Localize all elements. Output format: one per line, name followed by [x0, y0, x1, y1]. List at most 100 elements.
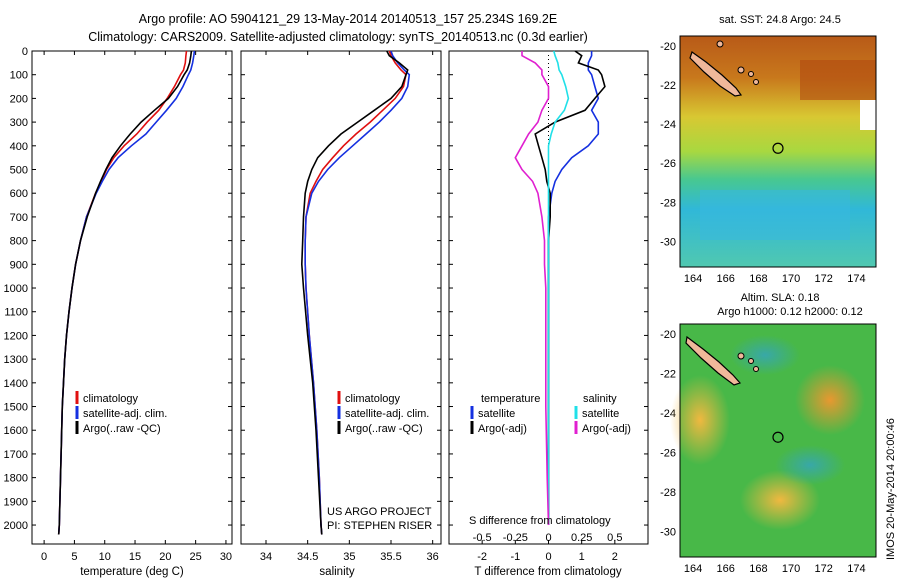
sst-map — [679, 35, 877, 268]
map-y-tick-label: -20 — [660, 41, 676, 53]
depth-tick-label: 600 — [10, 188, 28, 200]
depth-tick-label: 1900 — [4, 496, 28, 508]
x-tick-label: 35.5 — [380, 551, 401, 563]
map-x-tick-label: 172 — [815, 563, 833, 575]
sla-high-anomaly — [795, 365, 865, 435]
depth-tick-label: 900 — [10, 259, 28, 271]
profile-line-satellite — [304, 50, 411, 535]
map-x-tick-label: 166 — [717, 273, 735, 285]
profile-line-satellite — [57, 50, 196, 535]
timestamp-label: IMOS 20-May-2014 20:00:46 — [885, 418, 897, 560]
legend-label-t-satellite: satellite — [478, 408, 515, 420]
loyalty-island — [753, 366, 759, 372]
s-diff-tick-label: 0.25 — [571, 532, 592, 544]
t-diff-tick-label: -1 — [510, 551, 520, 563]
legend-heading-temperature: temperature — [481, 393, 540, 405]
sla-high-anomaly — [670, 375, 730, 465]
project-label: US ARGO PROJECT — [327, 506, 432, 518]
legend-heading-salinity: salinity — [583, 393, 617, 405]
map-x-tick-label: 164 — [684, 273, 702, 285]
sla-high-anomaly — [740, 470, 820, 530]
map-y-tick-label: -24 — [660, 119, 676, 131]
x-tick-label: 35 — [343, 551, 355, 563]
map-x-tick-label: 168 — [749, 563, 767, 575]
profile-line-argo — [300, 50, 409, 535]
x-tick-label: 15 — [129, 551, 141, 563]
legend-label-argo: Argo(..raw -QC) — [345, 423, 423, 435]
argo-location-marker — [772, 142, 784, 154]
x-tick-label: 34.5 — [297, 551, 318, 563]
depth-tick-label: 1300 — [4, 354, 28, 366]
depth-tick-label: 1500 — [4, 402, 28, 414]
s-diff-satellite-line — [547, 50, 570, 525]
sst-map-warm-patch — [800, 60, 876, 100]
depth-tick-label: 200 — [10, 93, 28, 105]
x-tick-label: 20 — [159, 551, 171, 563]
legend-label-climatology: climatology — [345, 393, 401, 405]
map-y-tick-label: -30 — [660, 526, 676, 538]
map-x-tick-label: 174 — [847, 563, 865, 575]
s-diff-argo-line — [514, 51, 550, 526]
sst-map-cloud-gap — [860, 100, 876, 130]
depth-tick-label: 1600 — [4, 425, 28, 437]
t-diff-tick-label: -2 — [477, 551, 487, 563]
map-x-tick-label: 168 — [749, 273, 767, 285]
map-x-tick-label: 174 — [847, 273, 865, 285]
legend-label-satellite: satellite-adj. clim. — [345, 408, 429, 420]
s-diff-tick-label: 0.5 — [607, 532, 622, 544]
new-caledonia-island — [689, 51, 743, 97]
map-y-tick-label: -26 — [660, 158, 676, 170]
sst-map-cool-patch — [700, 190, 850, 240]
temperature-axis-label: temperature (deg C) — [80, 566, 184, 578]
depth-tick-label: 1800 — [4, 473, 28, 485]
legend-label-s-argo: Argo(-adj) — [582, 423, 631, 435]
depth-tick-label: 1200 — [4, 330, 28, 342]
s-diff-tick-label: -0.25 — [503, 532, 528, 544]
x-tick-label: 36 — [427, 551, 439, 563]
map-x-tick-label: 172 — [815, 273, 833, 285]
difference-legend: temperature salinity satellite Argo(-adj… — [470, 393, 631, 435]
x-tick-label: 34 — [260, 551, 272, 563]
s-diff-tick-label: -0.5 — [473, 532, 492, 544]
sla-map-subtitle: Argo h1000: 0.12 h2000: 0.12 — [717, 306, 863, 318]
loyalty-island — [753, 79, 759, 85]
legend-label-climatology: climatology — [83, 393, 139, 405]
x-tick-label: 5 — [71, 551, 77, 563]
sla-low-anomaly — [775, 445, 845, 485]
depth-tick-label: 2000 — [4, 520, 28, 532]
t-diff-axis-label: T difference from climatology — [474, 566, 621, 578]
map-x-tick-label: 170 — [782, 563, 800, 575]
sla-map-title: Altim. SLA: 0.18 — [741, 292, 820, 304]
map-x-tick-label: 166 — [717, 563, 735, 575]
argo-location-marker — [772, 431, 784, 443]
temperature-legend: climatology satellite-adj. clim. Argo(..… — [75, 391, 167, 435]
pi-label: PI: STEPHEN RISER — [327, 520, 432, 532]
depth-tick-label: 1100 — [4, 307, 28, 319]
depth-tick-label: 700 — [10, 212, 28, 224]
loyalty-island — [748, 358, 754, 364]
map-y-tick-label: -28 — [660, 197, 676, 209]
map-y-tick-label: -22 — [660, 80, 676, 92]
loyalty-island — [737, 66, 745, 74]
depth-tick-label: 1700 — [4, 449, 28, 461]
profile-line-argo — [57, 50, 193, 535]
map-y-tick-label: -28 — [660, 487, 676, 499]
t-diff-tick-label: 1 — [579, 551, 585, 563]
timestamp-text: IMOS 20-May-2014 20:00:46 — [885, 418, 897, 560]
legend-label-t-argo: Argo(-adj) — [478, 423, 527, 435]
new-caledonia-island — [685, 335, 742, 386]
depth-tick-label: 100 — [10, 70, 28, 82]
salinity-axis-label: salinity — [319, 566, 354, 578]
depth-tick-label: 0 — [22, 46, 28, 58]
map-y-tick-label: -26 — [660, 447, 676, 459]
sst-map-title: sat. SST: 24.8 Argo: 24.5 — [719, 14, 841, 26]
map-y-tick-label: -30 — [660, 237, 676, 249]
s-diff-axis-label: S difference from climatology — [469, 515, 611, 527]
depth-tick-label: 500 — [10, 165, 28, 177]
belep-island — [716, 40, 724, 48]
loyalty-island — [737, 352, 745, 360]
legend-label-satellite: satellite-adj. clim. — [83, 408, 167, 420]
sst-map-frame — [679, 35, 877, 268]
depth-tick-label: 300 — [10, 117, 28, 129]
